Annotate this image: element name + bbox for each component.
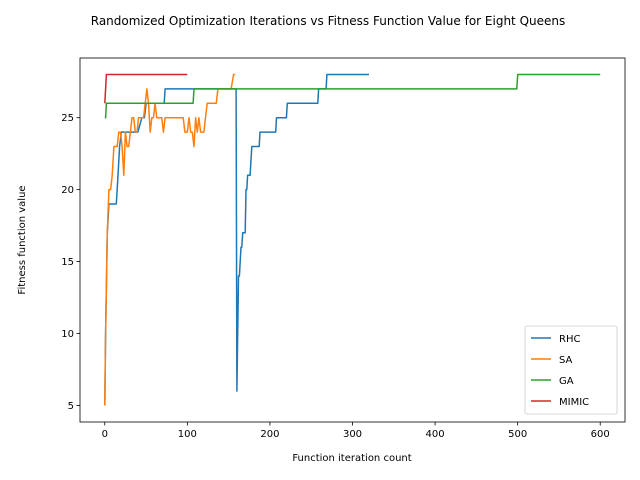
x-tick-label: 100 [178,429,197,440]
y-tick-label: 20 [61,185,74,196]
legend-label-sa: SA [559,355,573,366]
y-axis: 5 10 15 20 25 [61,113,80,412]
legend: RHC SA GA MIMIC [524,325,618,415]
x-tick-label: 500 [508,429,527,440]
x-axis: 0 100 200 300 400 500 600 [102,422,610,440]
y-tick-label: 25 [61,113,74,124]
legend-label-ga: GA [559,376,574,387]
x-tick-label: 300 [343,429,362,440]
x-tick-label: 400 [426,429,445,440]
series-line-rhc [104,73,369,406]
plot-area [104,73,601,406]
series-line-ga [104,73,601,119]
legend-box [524,325,618,415]
series-line-mimic [104,73,188,104]
y-tick-label: 15 [61,257,74,268]
legend-label-rhc: RHC [559,334,580,345]
legend-label-mimic: MIMIC [559,397,589,408]
series-line-sa [104,73,236,406]
x-axis-label: Function iteration count [292,453,411,464]
chart-title: Randomized Optimization Iterations vs Fi… [91,14,566,28]
x-tick-label: 0 [102,429,108,440]
x-tick-label: 600 [591,429,610,440]
x-tick-label: 200 [260,429,279,440]
y-axis-label: Fitness function value [17,185,28,294]
y-tick-label: 10 [61,329,74,340]
y-tick-label: 5 [68,401,74,412]
